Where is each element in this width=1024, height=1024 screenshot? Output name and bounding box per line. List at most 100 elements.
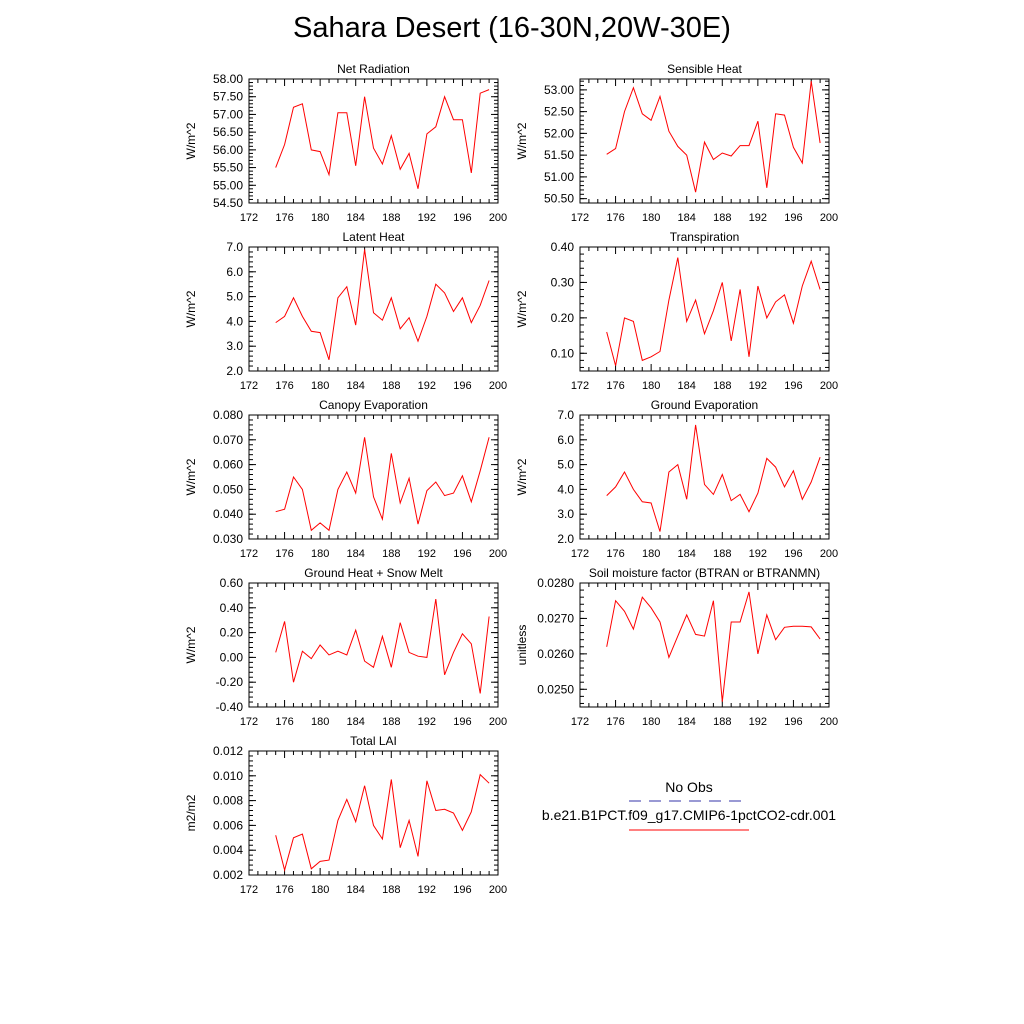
y-tick-label: 57.50 (213, 90, 243, 104)
panel-title: Sensible Heat (667, 62, 742, 76)
x-tick-label: 200 (820, 380, 838, 392)
x-tick-label: 188 (382, 380, 400, 392)
y-axis-label: unitless (515, 625, 529, 666)
y-tick-label: 0.050 (213, 482, 243, 496)
y-tick-label: 54.50 (213, 196, 243, 210)
y-tick-label: 55.00 (213, 178, 243, 192)
y-tick-label: 6.0 (557, 433, 574, 447)
y-tick-label: 0.00 (220, 650, 244, 664)
x-tick-label: 180 (642, 212, 660, 224)
y-tick-label: 2.0 (226, 364, 243, 378)
y-tick-label: 0.010 (213, 769, 243, 783)
x-tick-label: 172 (240, 548, 258, 560)
panel-8: 172 176 180 184 188 192 196 200 0.002 0.004 0.006 0… (184, 734, 507, 896)
y-tick-label: 0.0260 (537, 647, 574, 661)
y-tick-label: 55.50 (213, 161, 243, 175)
y-axis-label: W/m^2 (184, 458, 198, 495)
y-tick-label: 52.50 (544, 105, 574, 119)
y-tick-label: 4.0 (557, 482, 574, 496)
y-tick-label: 0.0280 (537, 576, 574, 590)
series-line (606, 81, 821, 193)
y-tick-label: 0.0250 (537, 682, 574, 696)
y-tick-label: 0.40 (220, 601, 244, 615)
y-tick-label: 0.002 (213, 868, 243, 882)
x-tick-label: 188 (713, 548, 731, 560)
y-tick-label: 0.070 (213, 433, 243, 447)
y-tick-label: 0.40 (551, 240, 575, 254)
x-tick-label: 184 (678, 548, 696, 560)
y-tick-label: 4.0 (226, 314, 243, 328)
y-axis-label: W/m^2 (515, 290, 529, 327)
plot-frame (248, 78, 499, 204)
x-tick-label: 184 (347, 548, 365, 560)
y-tick-label: 0.004 (213, 843, 243, 857)
x-tick-label: 184 (678, 380, 696, 392)
x-tick-label: 196 (453, 380, 471, 392)
x-tick-label: 176 (606, 716, 624, 728)
x-tick-label: 188 (382, 548, 400, 560)
x-tick-label: 196 (453, 212, 471, 224)
y-tick-label: 56.50 (213, 125, 243, 139)
panel-0: 172 176 180 184 188 192 196 200 54.50 55.00 55.50 5… (184, 62, 507, 224)
y-tick-label: 50.50 (544, 192, 574, 206)
y-tick-label: 0.080 (213, 408, 243, 422)
legend-model-label: b.e21.B1PCT.f09_g17.CMIP6-1pctCO2-cdr.00… (542, 807, 836, 823)
y-axis-label: W/m^2 (515, 122, 529, 159)
x-tick-label: 180 (642, 548, 660, 560)
panel-title: Canopy Evaporation (319, 398, 428, 412)
x-tick-label: 176 (606, 380, 624, 392)
x-tick-label: 196 (784, 212, 802, 224)
x-tick-label: 172 (240, 212, 258, 224)
series-line (275, 249, 490, 360)
x-tick-label: 188 (713, 212, 731, 224)
plot-frame (248, 750, 499, 876)
y-tick-label: 51.50 (544, 148, 574, 162)
y-tick-label: 2.0 (557, 532, 574, 546)
plot-frame (248, 246, 499, 372)
y-tick-label: 5.0 (226, 290, 243, 304)
x-tick-label: 200 (489, 884, 507, 896)
panel-title: Transpiration (670, 230, 740, 244)
x-tick-label: 180 (311, 548, 329, 560)
x-tick-label: 184 (678, 212, 696, 224)
panel-title: Ground Evaporation (651, 398, 758, 412)
x-tick-label: 176 (275, 884, 293, 896)
y-tick-label: 0.006 (213, 818, 243, 832)
x-tick-label: 192 (418, 716, 436, 728)
series-line (606, 591, 821, 702)
panel-2: 172 176 180 184 188 192 196 200 2.0 3.0 4.0 5.0 6.0 7… (184, 230, 507, 392)
y-tick-label: 0.040 (213, 507, 243, 521)
y-tick-label: 0.10 (551, 346, 575, 360)
series-line (275, 89, 490, 189)
y-tick-label: 3.0 (226, 339, 243, 353)
y-tick-label: 7.0 (557, 408, 574, 422)
x-tick-label: 176 (275, 380, 293, 392)
legend-obs-label: No Obs (665, 779, 712, 795)
x-tick-label: 196 (453, 716, 471, 728)
x-tick-label: 200 (489, 212, 507, 224)
y-tick-label: 52.00 (544, 126, 574, 140)
y-axis-label: W/m^2 (184, 290, 198, 327)
x-tick-label: 180 (311, 380, 329, 392)
y-tick-label: 56.00 (213, 143, 243, 157)
x-tick-label: 184 (347, 716, 365, 728)
y-tick-label: 0.030 (213, 532, 243, 546)
x-tick-label: 180 (311, 716, 329, 728)
x-tick-label: 200 (820, 548, 838, 560)
y-tick-label: 0.012 (213, 744, 243, 758)
x-tick-label: 188 (382, 212, 400, 224)
x-tick-label: 176 (275, 212, 293, 224)
panel-title: Ground Heat + Snow Melt (304, 566, 443, 580)
x-tick-label: 200 (489, 548, 507, 560)
x-tick-label: 196 (784, 716, 802, 728)
y-tick-label: -0.20 (216, 675, 244, 689)
y-tick-label: 0.30 (551, 275, 575, 289)
legend: No Obs b.e21.B1PCT.f09_g17.CMIP6-1pctCO2… (542, 779, 836, 831)
x-tick-label: 176 (275, 548, 293, 560)
panel-4: 172 176 180 184 188 192 196 200 0.030 0.040 0.050 0… (184, 398, 507, 560)
x-tick-label: 188 (713, 716, 731, 728)
y-tick-label: -0.40 (216, 700, 244, 714)
x-tick-label: 184 (347, 212, 365, 224)
plot-frame (248, 582, 499, 708)
series-line (275, 599, 490, 694)
